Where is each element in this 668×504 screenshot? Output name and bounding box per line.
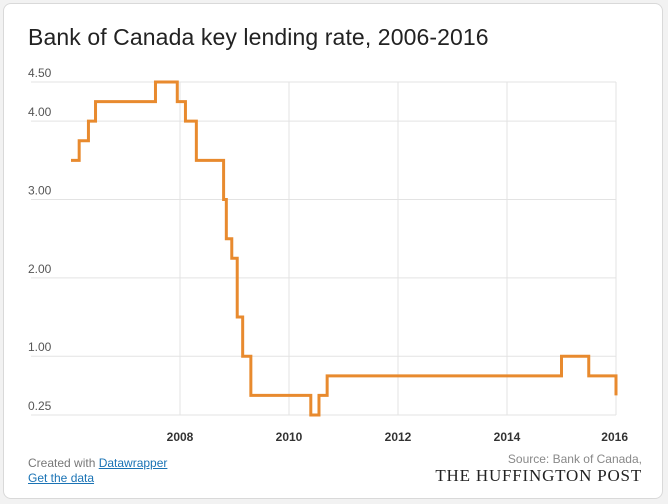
get-data-link[interactable]: Get the data bbox=[28, 471, 95, 485]
footer-credits: Created with Datawrapper Get the data bbox=[28, 456, 167, 486]
y-axis-tick-labels: 4.50 4.00 3.00 2.00 1.00 0.25 bbox=[28, 66, 52, 413]
x-axis-tick-labels: 2008 2010 2012 2014 2016 bbox=[167, 430, 629, 444]
x-tick-label: 2012 bbox=[385, 430, 412, 444]
x-tick-label: 2008 bbox=[167, 430, 194, 444]
x-tick-label: 2014 bbox=[494, 430, 521, 444]
y-tick-label: 4.00 bbox=[28, 105, 52, 119]
series-line bbox=[71, 80, 618, 417]
y-tick-label: 0.25 bbox=[28, 399, 52, 413]
grid bbox=[31, 81, 617, 416]
x-tick-label: 2010 bbox=[276, 430, 303, 444]
brand-logo-text: THE HUFFINGTON POST bbox=[435, 466, 642, 485]
source-text: Source: Bank of Canada, bbox=[507, 452, 642, 466]
created-with-label: Created with bbox=[28, 456, 99, 470]
y-tick-label: 2.00 bbox=[28, 262, 52, 276]
x-tick-label: 2016 bbox=[601, 430, 628, 444]
chart-card: Bank of Canada key lending rate, 2006-20… bbox=[3, 3, 663, 499]
y-tick-label: 3.00 bbox=[28, 184, 52, 198]
line-chart: 4.50 4.00 3.00 2.00 1.00 0.25 2008 2010 2012 201… bbox=[28, 66, 629, 444]
y-tick-label: 1.00 bbox=[28, 340, 52, 354]
chart-title: Bank of Canada key lending rate, 2006-20… bbox=[28, 24, 489, 50]
series-group bbox=[71, 80, 618, 417]
y-tick-label: 4.50 bbox=[28, 66, 52, 80]
datawrapper-link[interactable]: Datawrapper bbox=[98, 456, 168, 470]
